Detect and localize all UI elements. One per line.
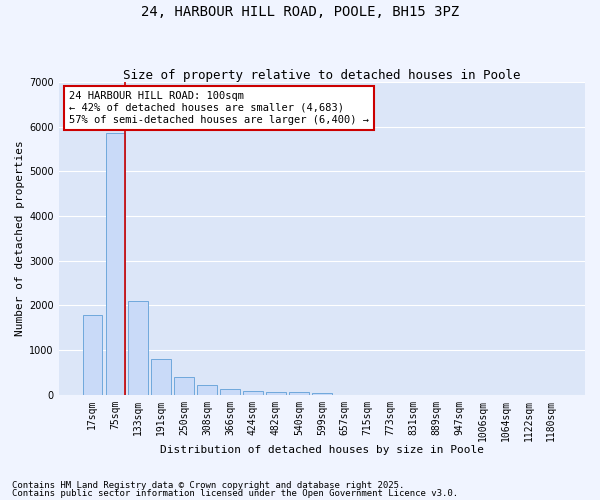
Text: Contains public sector information licensed under the Open Government Licence v3: Contains public sector information licen… — [12, 488, 458, 498]
Bar — [151, 358, 171, 395]
Bar — [289, 392, 308, 395]
Bar — [128, 302, 148, 395]
Text: Contains HM Land Registry data © Crown copyright and database right 2025.: Contains HM Land Registry data © Crown c… — [12, 481, 404, 490]
Text: 24 HARBOUR HILL ROAD: 100sqm
← 42% of detached houses are smaller (4,683)
57% of: 24 HARBOUR HILL ROAD: 100sqm ← 42% of de… — [69, 92, 369, 124]
X-axis label: Distribution of detached houses by size in Poole: Distribution of detached houses by size … — [160, 445, 484, 455]
Bar — [175, 378, 194, 395]
Bar — [197, 386, 217, 395]
Text: 24, HARBOUR HILL ROAD, POOLE, BH15 3PZ: 24, HARBOUR HILL ROAD, POOLE, BH15 3PZ — [141, 5, 459, 19]
Title: Size of property relative to detached houses in Poole: Size of property relative to detached ho… — [123, 69, 521, 82]
Bar — [312, 392, 332, 395]
Y-axis label: Number of detached properties: Number of detached properties — [15, 140, 25, 336]
Bar — [243, 391, 263, 395]
Bar — [266, 392, 286, 395]
Bar — [220, 389, 240, 395]
Bar — [83, 316, 102, 395]
Bar — [106, 132, 125, 395]
